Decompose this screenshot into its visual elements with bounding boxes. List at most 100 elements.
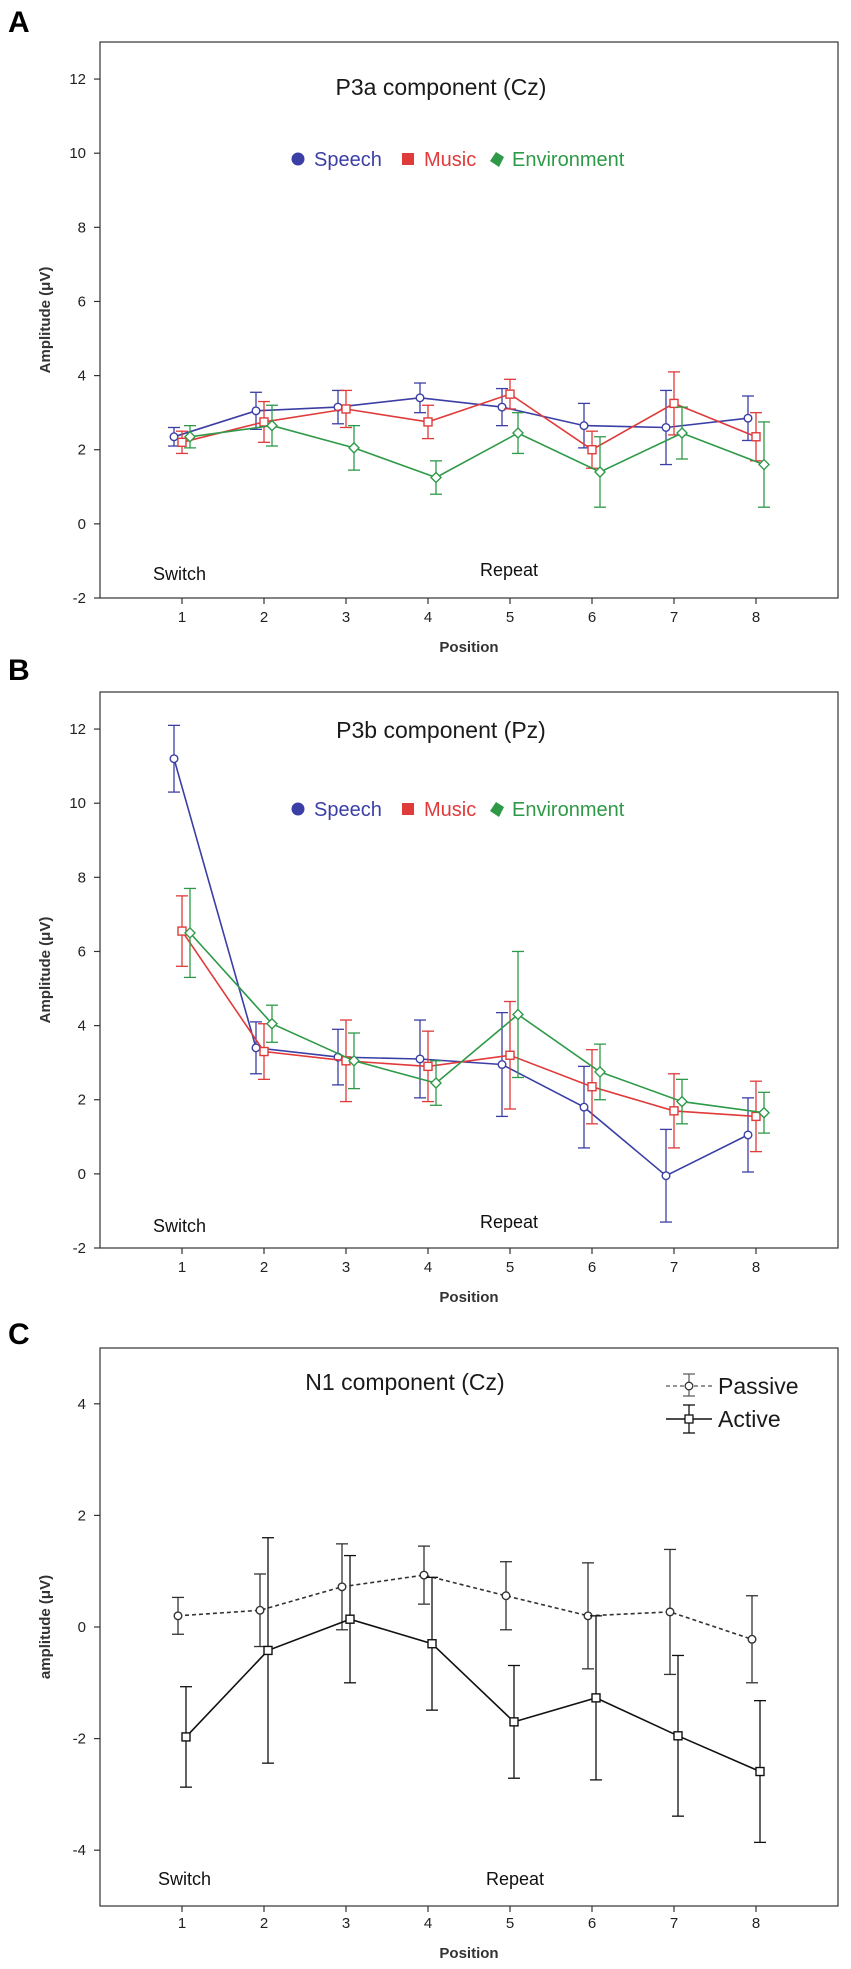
y-axis-label: Amplitude (μV) bbox=[37, 917, 54, 1024]
y-tick-label: 6 bbox=[78, 943, 86, 960]
data-point bbox=[415, 393, 425, 403]
data-point bbox=[512, 1008, 524, 1021]
y-tick-label: 6 bbox=[78, 293, 86, 310]
legend-marker-active bbox=[684, 1414, 694, 1424]
x-tick-label: 2 bbox=[260, 1259, 268, 1276]
data-point bbox=[661, 1171, 671, 1181]
data-point bbox=[747, 1634, 757, 1644]
data-point bbox=[673, 1731, 683, 1741]
data-point bbox=[341, 404, 351, 414]
chart-panel-c: -4 -2 0 2 4 1 2 3 4 5 6 7 8 Position amplitude (μV) N1 … bbox=[37, 1347, 839, 1962]
annotation-repeat: Repeat bbox=[480, 1212, 538, 1232]
legend-label-speech: Speech bbox=[314, 149, 382, 171]
legend-marker-music bbox=[402, 153, 414, 165]
data-point bbox=[661, 422, 671, 432]
data-point bbox=[594, 1065, 606, 1078]
y-tick-label: 12 bbox=[69, 721, 86, 738]
series-line-environment bbox=[189, 932, 765, 1114]
data-point bbox=[579, 421, 589, 431]
x-tick-label: 6 bbox=[588, 609, 596, 626]
data-point bbox=[591, 1693, 601, 1703]
x-tick-label: 1 bbox=[178, 1915, 186, 1932]
data-point bbox=[423, 417, 433, 427]
legend-marker-passive bbox=[684, 1381, 694, 1391]
data-point bbox=[348, 441, 360, 454]
x-tick-label: 5 bbox=[506, 1915, 514, 1932]
y-tick-label: -2 bbox=[73, 1731, 86, 1748]
annotation-switch: Switch bbox=[153, 1216, 206, 1236]
x-axis-label: Position bbox=[439, 639, 498, 656]
y-axis-label: Amplitude (μV) bbox=[37, 267, 54, 374]
legend-label-speech: Speech bbox=[314, 799, 382, 821]
y-tick-label: 0 bbox=[78, 516, 86, 533]
legend-label-environment: Environment bbox=[512, 149, 625, 171]
legend-label-music: Music bbox=[424, 799, 476, 821]
x-axis-label: Position bbox=[439, 1945, 498, 1962]
x-tick-label: 5 bbox=[506, 1259, 514, 1276]
data-point bbox=[266, 1017, 278, 1030]
data-point bbox=[669, 398, 679, 409]
legend-marker-speech bbox=[291, 152, 305, 166]
data-point bbox=[430, 1077, 442, 1090]
y-tick-label: 4 bbox=[78, 1018, 86, 1035]
x-tick-label: 4 bbox=[424, 609, 432, 626]
legend-label-active: Active bbox=[718, 1406, 781, 1432]
data-point bbox=[743, 413, 753, 423]
y-tick-label: 10 bbox=[69, 795, 86, 812]
data-point bbox=[169, 754, 179, 764]
data-point bbox=[505, 389, 515, 399]
legend-label-passive: Passive bbox=[718, 1373, 799, 1399]
data-point bbox=[177, 437, 187, 448]
data-point bbox=[758, 458, 770, 471]
y-tick-label: 10 bbox=[69, 145, 86, 162]
y-tick-label: -2 bbox=[73, 590, 86, 607]
data-point bbox=[430, 471, 442, 484]
y-tick-label: 2 bbox=[78, 1507, 86, 1524]
data-point bbox=[755, 1766, 765, 1777]
y-tick-label: 0 bbox=[78, 1619, 86, 1636]
data-point bbox=[181, 1732, 191, 1742]
y-tick-label: -2 bbox=[73, 1240, 86, 1257]
data-point bbox=[501, 1591, 511, 1601]
data-point bbox=[509, 1717, 519, 1727]
series-line-passive bbox=[177, 1574, 753, 1641]
data-point bbox=[266, 419, 278, 432]
chart-title: P3a component (Cz) bbox=[336, 74, 547, 100]
x-tick-label: 7 bbox=[670, 609, 678, 626]
x-axis-label: Position bbox=[439, 1289, 498, 1306]
x-tick-label: 3 bbox=[342, 1259, 350, 1276]
x-tick-label: 4 bbox=[424, 1915, 432, 1932]
chart-title: P3b component (Pz) bbox=[336, 717, 546, 743]
data-point bbox=[669, 1106, 679, 1116]
x-tick-label: 8 bbox=[752, 1259, 760, 1276]
y-tick-label: 8 bbox=[78, 219, 86, 236]
panel-letter: C bbox=[8, 1318, 30, 1351]
data-point bbox=[743, 1130, 753, 1140]
y-axis-label: amplitude (μV) bbox=[37, 1575, 54, 1679]
series-line-speech bbox=[173, 758, 749, 1177]
plot-frame bbox=[99, 691, 839, 1249]
x-tick-label: 7 bbox=[670, 1915, 678, 1932]
y-tick-label: 8 bbox=[78, 869, 86, 886]
data-point bbox=[177, 926, 187, 936]
legend-marker-environment bbox=[490, 152, 504, 167]
x-tick-label: 7 bbox=[670, 1259, 678, 1276]
x-tick-label: 6 bbox=[588, 1259, 596, 1276]
data-point bbox=[348, 1054, 360, 1067]
data-point bbox=[497, 1060, 507, 1070]
data-point bbox=[594, 465, 606, 478]
chart-title: N1 component (Cz) bbox=[305, 1369, 504, 1395]
x-tick-label: 3 bbox=[342, 609, 350, 626]
data-point bbox=[184, 926, 196, 939]
data-point bbox=[505, 1050, 515, 1060]
series-line-speech bbox=[173, 396, 749, 438]
data-point bbox=[184, 430, 196, 443]
data-point bbox=[259, 417, 269, 427]
x-tick-label: 4 bbox=[424, 1259, 432, 1276]
data-point bbox=[512, 427, 524, 440]
y-tick-label: -4 bbox=[73, 1842, 86, 1859]
x-tick-label: 2 bbox=[260, 1915, 268, 1932]
data-point bbox=[251, 1043, 261, 1053]
